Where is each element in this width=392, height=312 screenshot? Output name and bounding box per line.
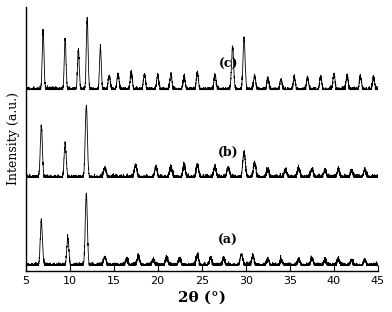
X-axis label: 2θ (°): 2θ (°) (178, 291, 226, 305)
Text: (a): (a) (218, 234, 238, 247)
Text: (b): (b) (218, 146, 238, 159)
Text: (c): (c) (218, 58, 238, 71)
Y-axis label: Intensity (a.u.): Intensity (a.u.) (7, 92, 20, 185)
